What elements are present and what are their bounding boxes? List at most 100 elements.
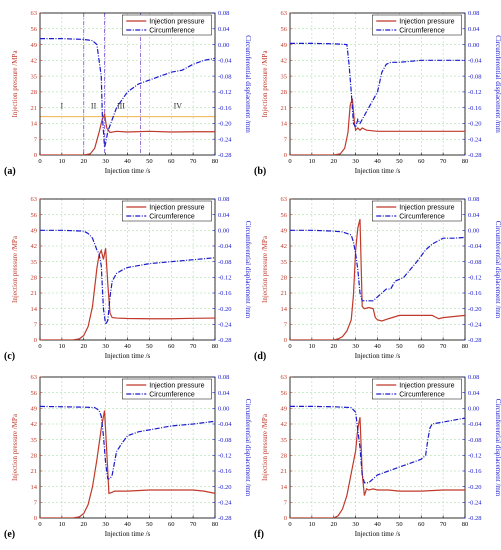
legend: Injection pressure Circumference bbox=[372, 200, 462, 222]
y-tick-label: 14 bbox=[281, 484, 288, 491]
y-tick-label: 56 bbox=[281, 26, 288, 33]
x-tick-label: 30 bbox=[352, 158, 359, 165]
panel-label: (f) bbox=[254, 529, 264, 540]
x-tick-label: 60 bbox=[168, 521, 175, 528]
y2-tick-label: -0.24 bbox=[468, 500, 482, 507]
y2-tick-label: -0.24 bbox=[468, 136, 482, 143]
x-tick-label: 20 bbox=[331, 158, 338, 165]
y-tick-label: 35 bbox=[31, 437, 38, 444]
y2-tick-label: 0.04 bbox=[218, 26, 230, 33]
x-tick-label: 80 bbox=[212, 521, 219, 528]
x-tick-label: 10 bbox=[59, 343, 66, 350]
legend-label: Circumference bbox=[399, 391, 445, 398]
x-tick-label: 30 bbox=[352, 521, 359, 528]
y2-tick-label: -0.08 bbox=[218, 437, 232, 444]
y-tick-label: 28 bbox=[31, 275, 38, 282]
y2-tick-label: -0.24 bbox=[468, 322, 482, 329]
y-tick-label: 35 bbox=[281, 437, 288, 444]
y2-tick-label: -0.28 bbox=[468, 337, 482, 344]
y2-tick-label: -0.20 bbox=[218, 121, 232, 128]
panel-label: (b) bbox=[254, 166, 266, 177]
y-tick-label: 14 bbox=[31, 121, 38, 128]
series-injection-pressure bbox=[290, 98, 465, 155]
y-tick-label: 0 bbox=[284, 152, 287, 159]
y-tick-label: 49 bbox=[281, 42, 288, 49]
y2-axis-label: Circumferential displacement /mm bbox=[494, 35, 501, 133]
legend: Injection pressure Circumference bbox=[122, 200, 212, 222]
y-tick-label: 49 bbox=[281, 228, 288, 235]
y2-tick-label: 0.08 bbox=[218, 374, 229, 381]
y-tick-label: 28 bbox=[31, 453, 38, 460]
legend-label: Injection pressure bbox=[149, 18, 204, 25]
y-tick-label: 42 bbox=[31, 58, 38, 65]
series-injection-pressure bbox=[40, 112, 215, 155]
y2-tick-label: -0.08 bbox=[468, 73, 482, 80]
y-tick-label: 7 bbox=[284, 322, 288, 329]
y-axis-label: Injection pressure /MPa bbox=[261, 413, 269, 481]
y-tick-label: 28 bbox=[281, 275, 288, 282]
y-tick-label: 63 bbox=[281, 196, 288, 203]
y2-axis-label: Circumferential displacement /mm bbox=[244, 221, 252, 319]
y-tick-label: 49 bbox=[31, 228, 38, 235]
y2-tick-label: 0.08 bbox=[468, 10, 479, 17]
y2-tick-label: 0.00 bbox=[468, 406, 479, 413]
chart-panel-d: 0 10 20 30 40 50 60 70 80 0 7 14 21 28 35 42 49 56 63 -0.28… bbox=[254, 196, 501, 362]
y-tick-label: 49 bbox=[281, 406, 288, 413]
stage-label: III bbox=[117, 102, 125, 111]
chart-panel-e: 0 10 20 30 40 50 60 70 80 0 7 14 21 28 35 42 49 56 63 -0.28… bbox=[4, 374, 252, 540]
legend: Injection pressure Circumference bbox=[122, 14, 212, 36]
y2-tick-label: -0.16 bbox=[468, 105, 482, 112]
y2-tick-label: 0.04 bbox=[468, 390, 480, 397]
y2-tick-label: -0.08 bbox=[468, 437, 482, 444]
series-injection-pressure bbox=[40, 248, 215, 340]
x-tick-label: 0 bbox=[288, 158, 291, 165]
y2-tick-label: -0.20 bbox=[468, 306, 482, 313]
legend-label: Injection pressure bbox=[399, 382, 454, 389]
y2-tick-label: 0.08 bbox=[468, 374, 479, 381]
y2-tick-label: -0.28 bbox=[468, 152, 482, 159]
x-tick-label: 50 bbox=[396, 521, 403, 528]
y2-tick-label: 0.00 bbox=[468, 228, 479, 235]
y-axis-label: Injection pressure /MPa bbox=[261, 50, 269, 118]
legend-label: Injection pressure bbox=[399, 204, 454, 211]
legend: Injection pressure Circumference bbox=[372, 14, 462, 36]
y-tick-label: 56 bbox=[31, 390, 38, 397]
y2-tick-label: -0.12 bbox=[468, 89, 482, 96]
y2-tick-label: 0.08 bbox=[218, 10, 229, 17]
y-tick-label: 63 bbox=[281, 374, 288, 381]
x-tick-label: 70 bbox=[190, 521, 197, 528]
legend-label: Circumference bbox=[149, 27, 195, 34]
y2-tick-label: -0.12 bbox=[218, 453, 232, 460]
y-tick-label: 63 bbox=[31, 374, 38, 381]
y2-tick-label: -0.04 bbox=[468, 421, 482, 428]
y-axis-label: Injection pressure /MPa bbox=[11, 413, 19, 481]
y2-tick-label: -0.08 bbox=[468, 259, 482, 266]
x-tick-label: 20 bbox=[81, 158, 88, 165]
x-tick-label: 10 bbox=[309, 521, 316, 528]
x-tick-label: 50 bbox=[146, 521, 153, 528]
y-axis-label: Injection pressure /MPa bbox=[11, 50, 19, 118]
y2-tick-label: -0.16 bbox=[218, 290, 232, 297]
stage-label: IV bbox=[174, 102, 183, 111]
x-tick-label: 80 bbox=[212, 343, 219, 350]
panel-label: (e) bbox=[4, 529, 15, 540]
x-tick-label: 70 bbox=[440, 343, 447, 350]
y-tick-label: 56 bbox=[31, 26, 38, 33]
y-tick-label: 42 bbox=[281, 421, 288, 428]
y-tick-label: 63 bbox=[31, 10, 38, 17]
y-tick-label: 35 bbox=[31, 73, 38, 80]
x-tick-label: 40 bbox=[124, 521, 131, 528]
x-tick-label: 70 bbox=[440, 521, 447, 528]
x-tick-label: 30 bbox=[102, 521, 109, 528]
y-tick-label: 21 bbox=[281, 290, 288, 297]
y2-tick-label: -0.04 bbox=[468, 58, 482, 65]
y2-tick-label: -0.12 bbox=[468, 453, 482, 460]
y2-tick-label: -0.16 bbox=[468, 468, 482, 475]
x-tick-label: 40 bbox=[374, 158, 381, 165]
y-tick-label: 28 bbox=[281, 89, 288, 96]
x-tick-label: 60 bbox=[168, 158, 175, 165]
y2-tick-label: -0.20 bbox=[218, 484, 232, 491]
y2-tick-label: -0.04 bbox=[468, 243, 482, 250]
y2-tick-label: 0.08 bbox=[468, 196, 479, 203]
